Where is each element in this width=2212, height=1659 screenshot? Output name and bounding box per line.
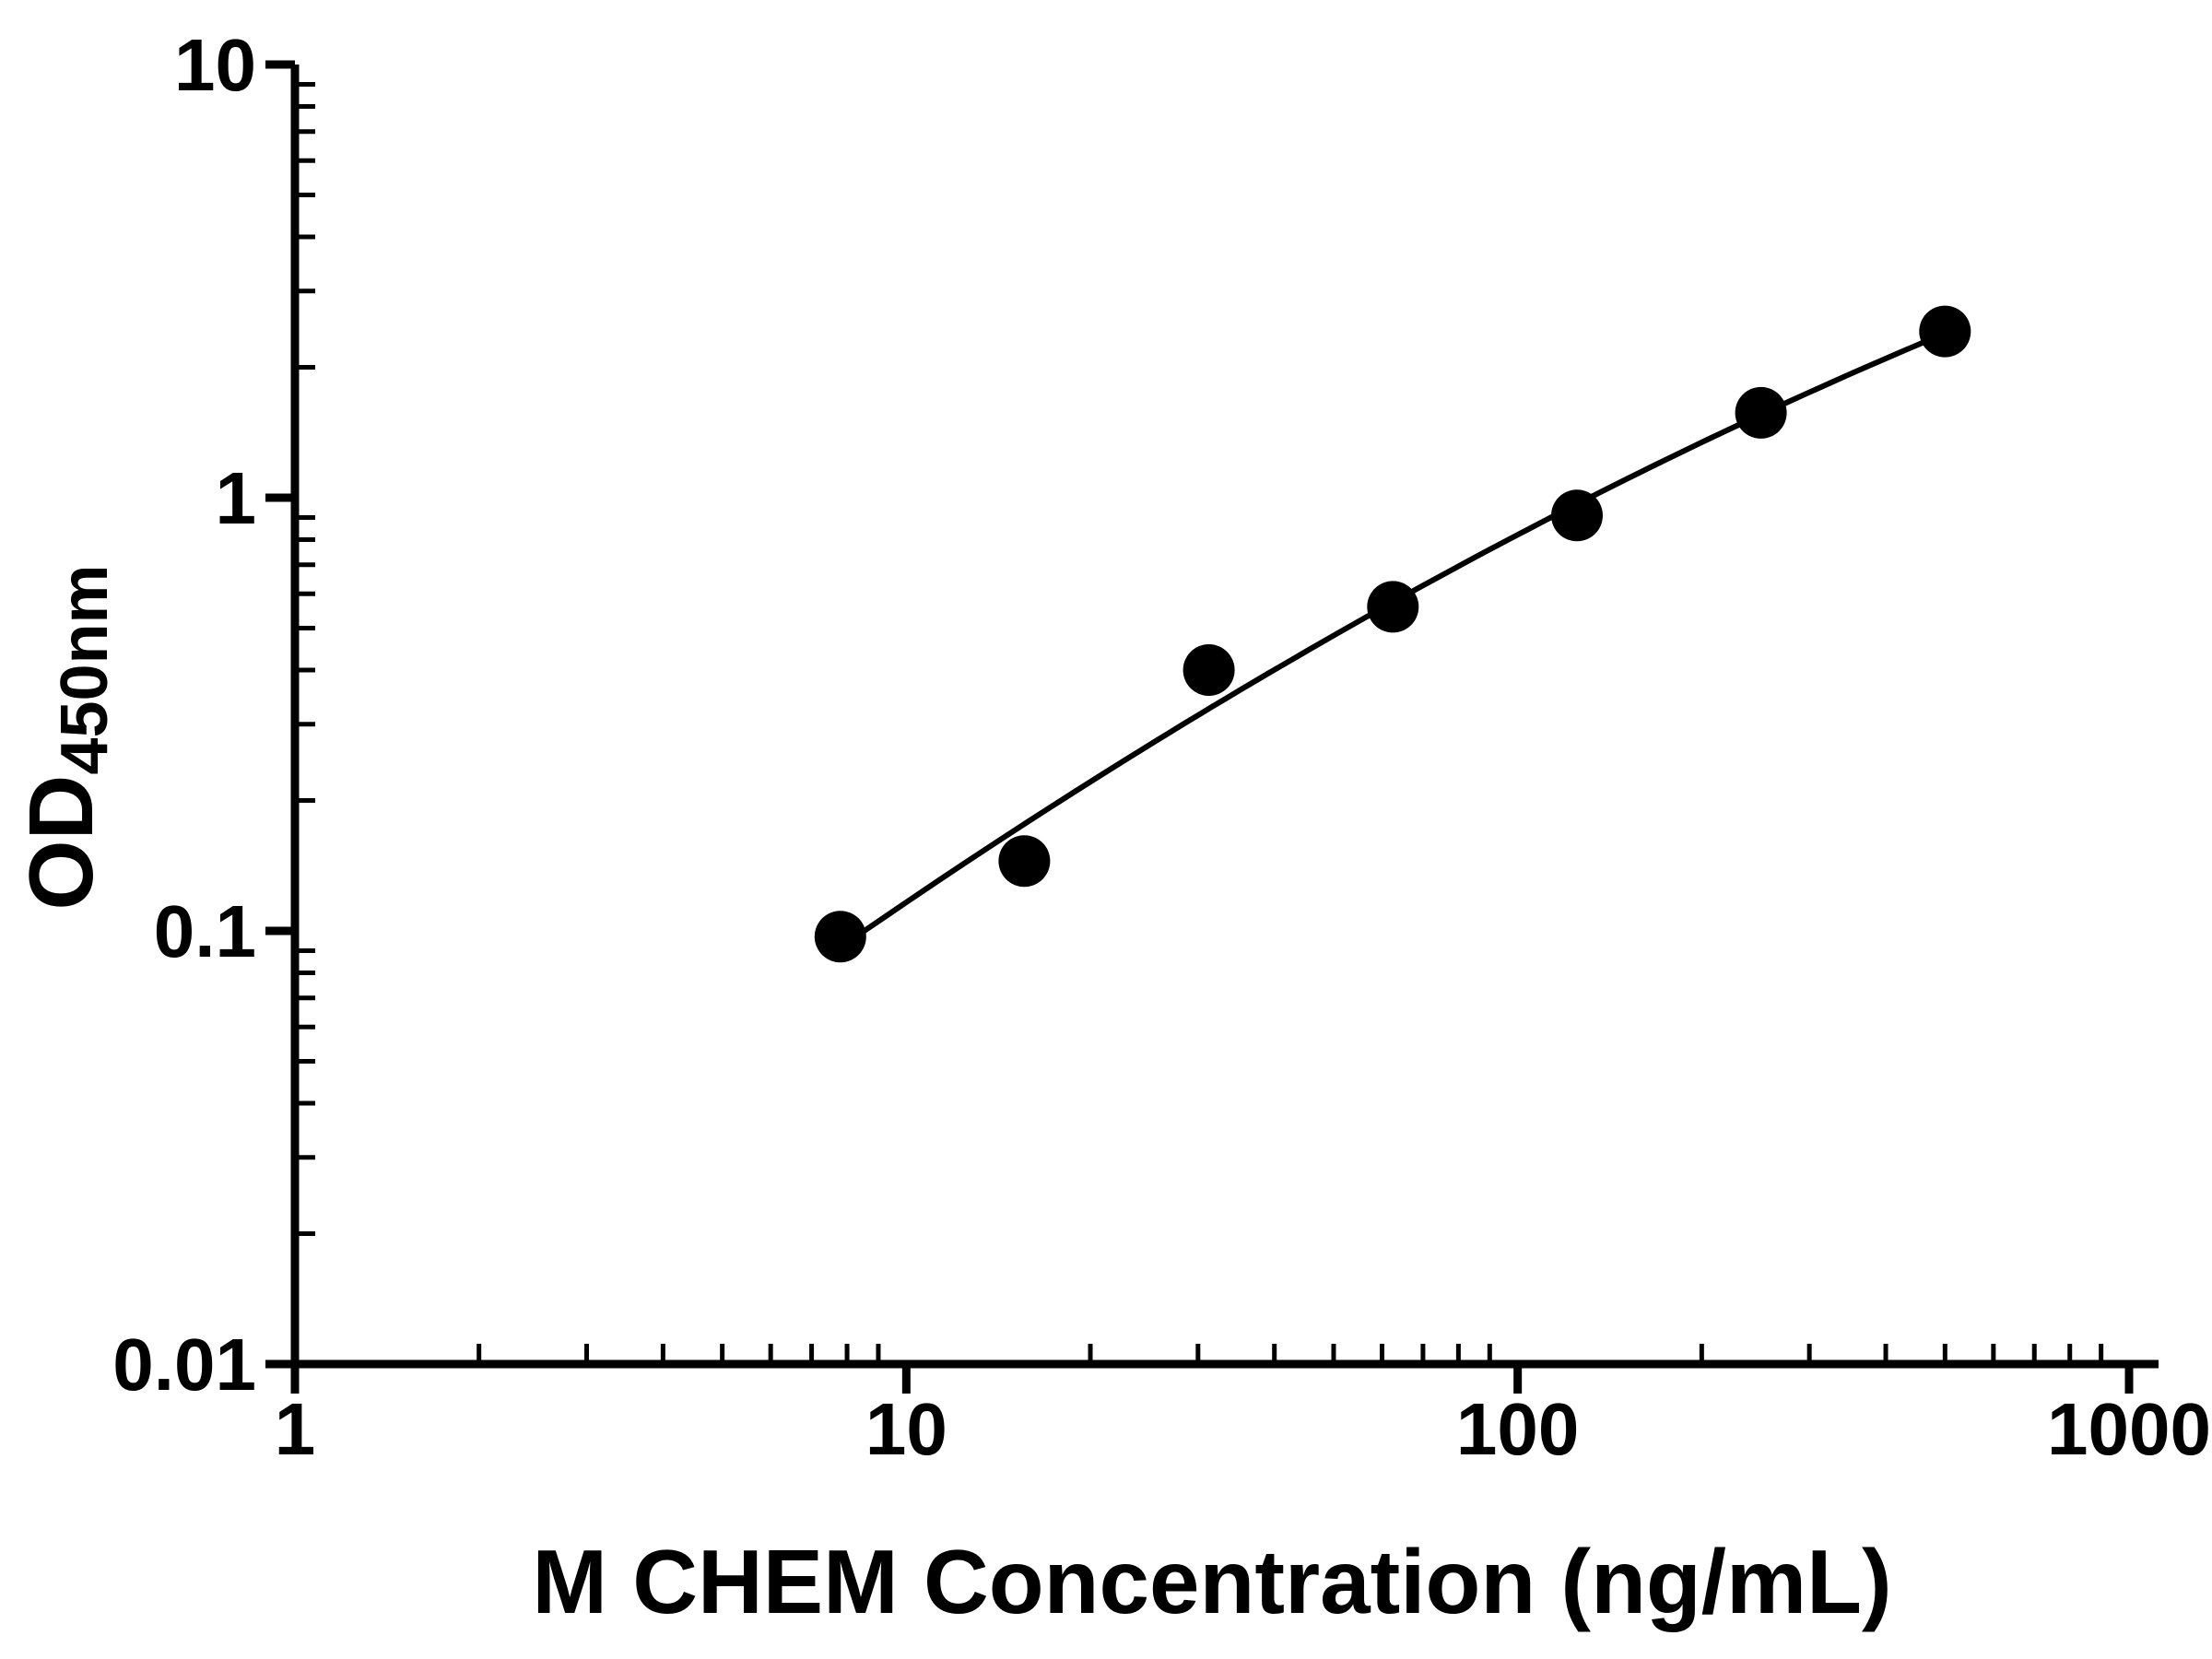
y-tick-label: 1 [216,457,257,539]
y-tick-label: 10 [174,24,256,106]
data-point [1182,644,1235,696]
data-point [1919,305,1971,358]
x-tick-label: 1000 [2047,1388,2211,1470]
data-point [998,835,1051,888]
data-point [1735,386,1787,439]
x-tick-label: 1 [275,1388,316,1470]
y-tick-label: 0.01 [112,1324,256,1406]
svg-text:OD450nm: OD450nm [10,564,122,910]
data-point [1367,581,1419,633]
plot-area: 1 10 100 1000 10 1 0.1 0.01 [112,24,2211,1470]
axes-line [290,65,2159,1369]
y-axis-title-subscript: 450nm [48,564,122,774]
y-tick-label: 0.1 [154,890,256,972]
data-point [1551,489,1603,542]
y-axis-title: OD [10,775,112,911]
x-tick-label: 10 [865,1388,947,1470]
y-axis-title-group: OD450nm [10,564,122,910]
data-point [814,911,866,963]
x-axis-title: M CHEM Concentration (ng/mL) [532,1531,1891,1632]
x-tick-label: 100 [1456,1388,1579,1470]
